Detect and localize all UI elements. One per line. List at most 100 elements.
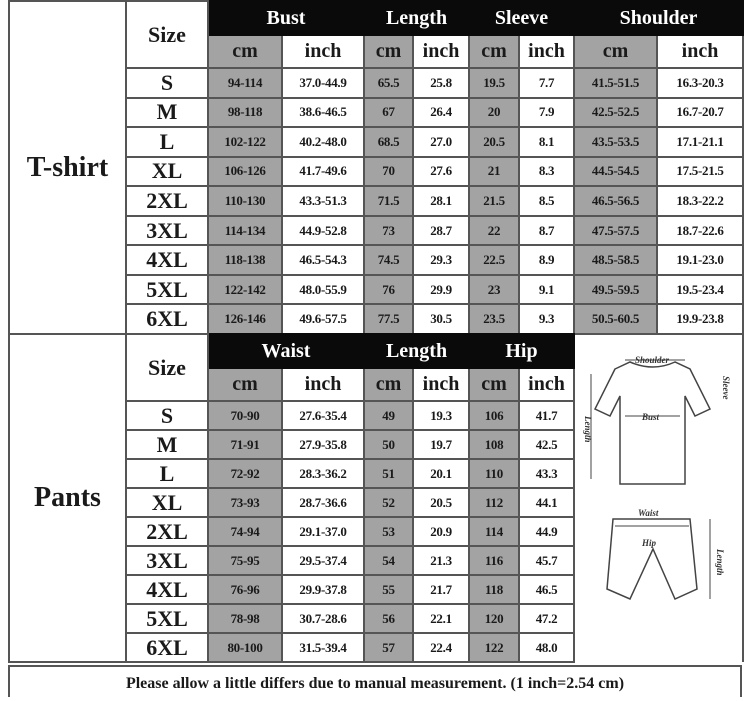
table-row: S 94-114 37.0-44.9 65.5 25.8 19.5 7.7 41.5-51.5… — [9, 67, 744, 99]
value-cell: 22 — [468, 214, 520, 247]
value-cell: 8.7 — [518, 214, 575, 247]
value-cell: 20.1 — [412, 458, 470, 489]
value-cell: 68.5 — [363, 126, 414, 158]
value-cell: 8.3 — [518, 155, 575, 188]
category-label: T-shirt — [8, 0, 127, 335]
value-cell: 7.9 — [518, 96, 575, 129]
value-cell: 106-126 — [207, 155, 283, 188]
size-cell: 2XL — [125, 516, 209, 547]
value-cell: 18.3-22.2 — [656, 185, 744, 217]
value-cell: 29.9 — [412, 273, 470, 306]
sleeve-label: Sleeve — [721, 376, 731, 399]
value-cell: 20.5 — [412, 487, 470, 518]
pants-diagram-icon: Waist Hip Length — [606, 508, 725, 600]
value-cell: 122-142 — [207, 273, 283, 306]
value-cell: 47.2 — [518, 603, 575, 634]
value-cell: 122 — [468, 632, 520, 663]
table-row: 2XL 74-94 29.1-37.0 53 20.9 114 44.9 — [9, 516, 743, 547]
unit-header: cm — [468, 34, 520, 69]
unit-header: inch — [656, 34, 744, 69]
size-cell: 4XL — [125, 574, 209, 605]
table-row: L 72-92 28.3-36.2 51 20.1 110 43.3 — [9, 458, 743, 489]
value-cell: 46.5-54.3 — [281, 244, 365, 276]
value-cell: 52 — [363, 487, 414, 518]
value-cell: 118-138 — [207, 244, 283, 276]
value-cell: 51 — [363, 458, 414, 489]
size-header: Size — [125, 0, 209, 69]
hip-label: Hip — [641, 538, 657, 548]
value-cell: 42.5 — [518, 429, 575, 460]
waist-label: Waist — [638, 508, 659, 518]
value-cell: 29.3 — [412, 244, 470, 276]
unit-header: cm — [207, 34, 283, 69]
unit-header: cm — [363, 34, 414, 69]
value-cell: 110 — [468, 458, 520, 489]
unit-header: cm — [363, 367, 414, 402]
table-row: 5XL 122-142 48.0-55.9 76 29.9 23 9.1 49.5-59.5 1… — [9, 273, 744, 306]
value-cell: 21.5 — [468, 185, 520, 217]
value-cell: 70 — [363, 155, 414, 188]
value-cell: 28.7-36.6 — [281, 487, 365, 518]
value-cell: 29.5-37.4 — [281, 545, 365, 576]
group-header: Waist — [207, 333, 365, 369]
value-cell: 74-94 — [207, 516, 283, 547]
value-cell: 7.7 — [518, 67, 575, 99]
value-cell: 17.5-21.5 — [656, 155, 744, 188]
value-cell: 49.5-59.5 — [573, 273, 658, 306]
table-row: M 98-118 38.6-46.5 67 26.4 20 7.9 42.5-52.5 16.7… — [9, 96, 744, 129]
value-cell: 65.5 — [363, 67, 414, 99]
value-cell: 75-95 — [207, 545, 283, 576]
pants-length-label: Length — [715, 548, 725, 576]
value-cell: 76-96 — [207, 574, 283, 605]
value-cell: 67 — [363, 96, 414, 129]
value-cell: 57 — [363, 632, 414, 663]
value-cell: 8.9 — [518, 244, 575, 276]
value-cell: 29.9-37.8 — [281, 574, 365, 605]
value-cell: 44.9-52.8 — [281, 214, 365, 247]
unit-header: cm — [207, 367, 283, 402]
value-cell: 114 — [468, 516, 520, 547]
value-cell: 27.6 — [412, 155, 470, 188]
value-cell: 41.7-49.6 — [281, 155, 365, 188]
value-cell: 8.1 — [518, 126, 575, 158]
value-cell: 106 — [468, 400, 520, 431]
value-cell: 19.5-23.4 — [656, 273, 744, 306]
unit-header: inch — [518, 367, 575, 402]
value-cell: 9.3 — [518, 303, 575, 335]
value-cell: 46.5 — [518, 574, 575, 605]
value-cell: 19.9-23.8 — [656, 303, 744, 335]
value-cell: 49.6-57.5 — [281, 303, 365, 335]
value-cell: 21 — [468, 155, 520, 188]
shoulder-label: Shoulder — [635, 355, 670, 365]
value-cell: 31.5-39.4 — [281, 632, 365, 663]
size-cell: 6XL — [125, 303, 209, 335]
value-cell: 22.1 — [412, 603, 470, 634]
size-cell: M — [125, 429, 209, 460]
table-row: 6XL 80-100 31.5-39.4 57 22.4 122 48.0 — [9, 632, 743, 663]
value-cell: 29.1-37.0 — [281, 516, 365, 547]
value-cell: 108 — [468, 429, 520, 460]
value-cell: 21.3 — [412, 545, 470, 576]
value-cell: 114-134 — [207, 214, 283, 247]
value-cell: 71.5 — [363, 185, 414, 217]
table-row: 4XL 118-138 46.5-54.3 74.5 29.3 22.5 8.9 48.5-5… — [9, 244, 744, 276]
value-cell: 30.5 — [412, 303, 470, 335]
value-cell: 27.9-35.8 — [281, 429, 365, 460]
tshirt-length-label: Length — [583, 415, 593, 443]
value-cell: 38.6-46.5 — [281, 96, 365, 129]
value-cell: 19.5 — [468, 67, 520, 99]
value-cell: 77.5 — [363, 303, 414, 335]
value-cell: 19.3 — [412, 400, 470, 431]
value-cell: 53 — [363, 516, 414, 547]
value-cell: 112 — [468, 487, 520, 518]
value-cell: 56 — [363, 603, 414, 634]
value-cell: 78-98 — [207, 603, 283, 634]
pants-table: Pants Size Waist Length Hip Shoulder Bust Sl… — [8, 333, 744, 663]
value-cell: 28.1 — [412, 185, 470, 217]
value-cell: 45.7 — [518, 545, 575, 576]
value-cell: 118 — [468, 574, 520, 605]
value-cell: 50.5-60.5 — [573, 303, 658, 335]
value-cell: 16.3-20.3 — [656, 67, 744, 99]
value-cell: 48.5-58.5 — [573, 244, 658, 276]
value-cell: 43.3 — [518, 458, 575, 489]
